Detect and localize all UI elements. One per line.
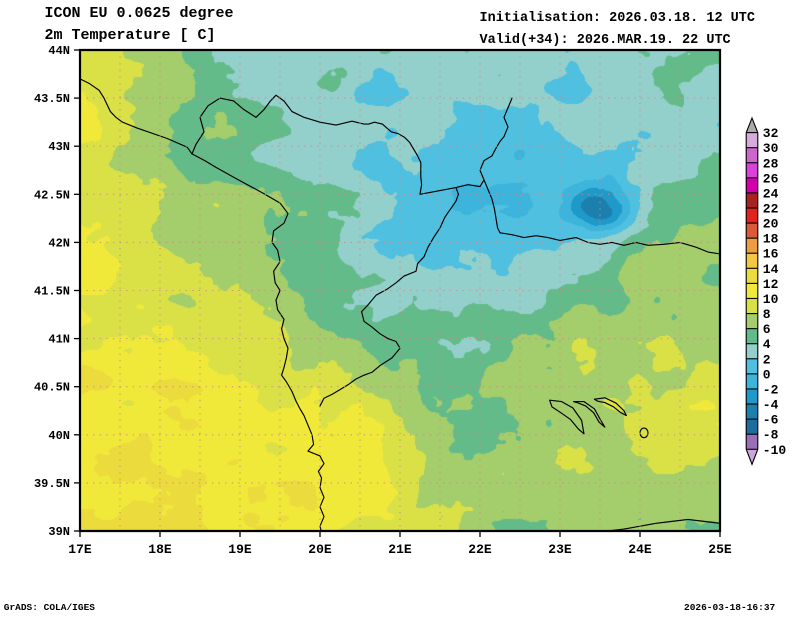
svg-text:18: 18 xyxy=(763,232,779,247)
svg-text:12: 12 xyxy=(763,277,779,292)
svg-text:42.5N: 42.5N xyxy=(34,188,70,202)
svg-text:24E: 24E xyxy=(628,542,652,557)
svg-text:43N: 43N xyxy=(48,140,70,154)
svg-text:-6: -6 xyxy=(763,413,779,428)
svg-text:6: 6 xyxy=(763,322,771,337)
svg-text:39.5N: 39.5N xyxy=(34,477,70,491)
svg-text:40.5N: 40.5N xyxy=(34,381,70,395)
svg-text:-10: -10 xyxy=(763,443,787,458)
svg-text:32: 32 xyxy=(763,126,779,141)
svg-text:2: 2 xyxy=(763,352,771,367)
svg-text:16: 16 xyxy=(763,247,779,262)
svg-text:44N: 44N xyxy=(48,44,70,58)
svg-text:14: 14 xyxy=(763,262,779,277)
svg-text:41N: 41N xyxy=(48,333,70,347)
svg-text:-8: -8 xyxy=(763,428,779,443)
svg-text:4: 4 xyxy=(763,337,771,352)
svg-text:10: 10 xyxy=(763,292,779,307)
svg-text:-4: -4 xyxy=(763,398,779,413)
svg-text:30: 30 xyxy=(763,141,779,156)
svg-text:43.5N: 43.5N xyxy=(34,92,70,106)
svg-text:18E: 18E xyxy=(148,542,172,557)
svg-text:21E: 21E xyxy=(388,542,412,557)
svg-text:25E: 25E xyxy=(708,542,732,557)
svg-text:23E: 23E xyxy=(548,542,572,557)
svg-text:22: 22 xyxy=(763,202,779,217)
svg-text:-2: -2 xyxy=(763,382,779,397)
svg-text:0: 0 xyxy=(763,367,771,382)
svg-text:28: 28 xyxy=(763,156,779,171)
svg-text:40N: 40N xyxy=(48,429,70,443)
svg-text:39N: 39N xyxy=(48,525,70,539)
svg-text:26: 26 xyxy=(763,171,779,186)
svg-text:17E: 17E xyxy=(68,542,92,557)
svg-text:41.5N: 41.5N xyxy=(34,285,70,299)
svg-text:24: 24 xyxy=(763,186,779,201)
svg-text:8: 8 xyxy=(763,307,771,322)
svg-text:42N: 42N xyxy=(48,236,70,250)
svg-text:20: 20 xyxy=(763,217,779,232)
svg-text:19E: 19E xyxy=(228,542,252,557)
svg-text:20E: 20E xyxy=(308,542,332,557)
svg-text:22E: 22E xyxy=(468,542,492,557)
